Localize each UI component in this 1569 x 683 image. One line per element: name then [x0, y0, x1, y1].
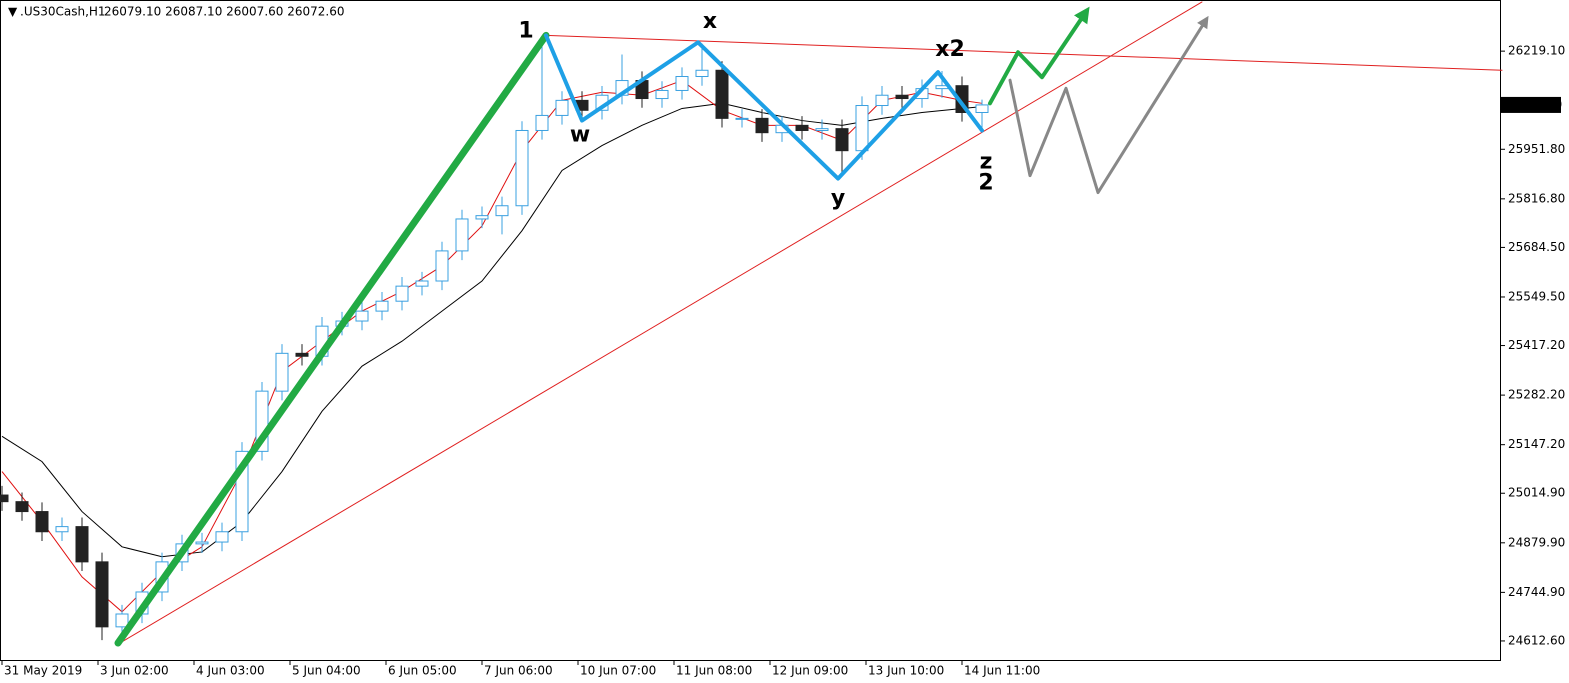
candle-body — [35, 511, 49, 533]
candle-body — [855, 105, 869, 152]
candle-body — [495, 205, 509, 217]
candle-body — [475, 215, 489, 220]
ohlc-header: 26079.10 26087.10 26007.60 26072.60 — [104, 5, 344, 19]
y-tick-label: 25951.80 — [1508, 142, 1565, 156]
x-tick-label: 14 Jun 11:00 — [964, 664, 1040, 678]
candle-body — [735, 117, 749, 120]
y-tick-label: 24612.60 — [1508, 633, 1565, 647]
y-tick-label: 25417.20 — [1508, 338, 1565, 352]
y-tick-label: 25684.50 — [1508, 240, 1565, 254]
moving-average — [1, 79, 983, 613]
candle-body — [655, 89, 669, 100]
candle-body — [375, 300, 389, 312]
y-tick-label: 24879.90 — [1508, 535, 1565, 549]
candle-body — [355, 310, 369, 322]
candle-body — [0, 494, 9, 503]
y-tick-label: 24744.90 — [1508, 585, 1565, 599]
candle-body — [895, 94, 909, 100]
wave-label: w — [570, 122, 590, 147]
x-tick-label: 6 Jun 05:00 — [388, 664, 457, 678]
candle-body — [95, 561, 109, 628]
wave-label: 2 — [978, 171, 993, 196]
y-tick-label: 25549.50 — [1508, 289, 1565, 303]
y-tick-label: 25282.20 — [1508, 388, 1565, 402]
wave-label: y — [831, 186, 845, 211]
candle-body — [515, 129, 529, 207]
drawing-line — [544, 33, 984, 181]
price-tag-label: 26072.60 — [1505, 97, 1562, 111]
wave-label: x2 — [935, 37, 965, 62]
candle-body — [115, 613, 129, 628]
candle-body — [395, 285, 409, 302]
candle-body — [695, 69, 709, 78]
candle-body — [295, 352, 309, 357]
y-tick-label: 25014.90 — [1508, 486, 1565, 500]
plot-frame — [0, 0, 1501, 661]
x-tick-label: 5 Jun 04:00 — [292, 664, 361, 678]
moving-average — [1, 102, 983, 558]
drawing-line — [119, 1, 1203, 644]
candle-body — [675, 76, 689, 91]
x-tick-label: 31 May 2019 — [4, 664, 82, 678]
wave-label: z — [980, 149, 993, 174]
y-tick-label: 26219.10 — [1508, 44, 1565, 58]
y-tick-label: 25147.20 — [1508, 437, 1565, 451]
x-tick-label: 3 Jun 02:00 — [100, 664, 169, 678]
wave-label: x — [703, 9, 717, 34]
candle-body — [75, 526, 89, 563]
candle-body — [55, 526, 69, 533]
candle-body — [435, 250, 449, 282]
drawing-line — [114, 31, 550, 647]
x-tick-label: 13 Jun 10:00 — [868, 664, 944, 678]
x-tick-label: 4 Jun 03:00 — [196, 664, 265, 678]
drawing-line — [545, 34, 1503, 71]
candle-body — [975, 104, 989, 113]
candle-body — [795, 124, 809, 131]
price-tag — [1501, 96, 1561, 113]
chart-title: .US30Cash,H1 — [20, 5, 106, 19]
candle-body — [535, 114, 549, 131]
candle-body — [415, 280, 429, 287]
x-tick-label: 7 Jun 06:00 — [484, 664, 553, 678]
candle-body — [275, 352, 289, 392]
wave-label: 1 — [518, 19, 533, 44]
drawing-line — [988, 6, 1090, 106]
x-tick-label: 12 Jun 09:00 — [772, 664, 848, 678]
candle-body — [755, 117, 769, 134]
candle-body — [835, 128, 849, 152]
x-tick-label: 10 Jun 07:00 — [580, 664, 656, 678]
candle-body — [195, 541, 209, 545]
candle-body — [715, 69, 729, 119]
x-tick-label: 11 Jun 08:00 — [676, 664, 752, 678]
candle-body — [875, 94, 889, 107]
candle-body — [555, 99, 569, 116]
candle-body — [215, 531, 229, 543]
y-tick-label: 25816.80 — [1508, 191, 1565, 205]
drawing-line — [1008, 15, 1209, 195]
candle-body — [15, 501, 29, 513]
candle-body — [815, 128, 829, 131]
menu-arrow: ▼ — [8, 5, 18, 19]
candle-body — [455, 218, 469, 252]
